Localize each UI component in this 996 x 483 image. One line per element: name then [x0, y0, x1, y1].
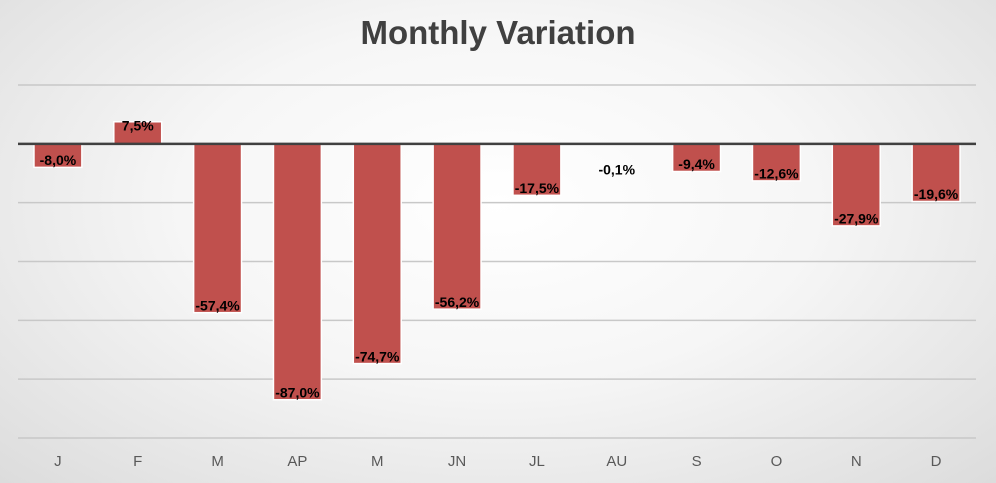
x-tick-label: N: [851, 453, 862, 470]
data-label: -74,7%: [355, 348, 400, 364]
x-tick-label: O: [771, 453, 783, 470]
x-tick-label: JL: [529, 453, 545, 470]
data-label: -12,6%: [754, 166, 799, 182]
x-tick-label: S: [692, 453, 702, 470]
bar-M: [192, 143, 243, 314]
bar-D: [911, 143, 961, 203]
bars: [33, 121, 961, 401]
data-labels: -8,0% 7,5% -57,4% -87,0% -74,7% -56,2% -17,5% -…: [40, 117, 959, 400]
data-label: -57,4%: [195, 297, 240, 313]
chart-title: Monthly Variation: [360, 14, 636, 51]
x-tick-label: AP: [287, 453, 307, 470]
bar-S: [671, 143, 722, 173]
bar-O: [751, 143, 802, 182]
data-label: -0,1%: [598, 162, 635, 178]
bar-M: [352, 143, 402, 365]
data-label: -9,4%: [678, 156, 715, 172]
bar-JN: [432, 143, 482, 310]
gridlines: [18, 84, 976, 439]
data-label: -27,9%: [834, 211, 879, 227]
x-tick-label: JN: [448, 453, 466, 470]
data-label: -19,6%: [914, 186, 959, 202]
data-label: -87,0%: [275, 384, 320, 400]
data-label: -17,5%: [515, 180, 560, 196]
x-tick-label: AU: [606, 453, 627, 470]
x-tick-labels: J F M AP M JN JL AU S O N D: [54, 453, 941, 470]
x-tick-label: D: [931, 453, 942, 470]
bar-JL: [512, 143, 562, 197]
x-tick-label: M: [371, 453, 384, 470]
bar-N: [831, 143, 881, 227]
x-tick-label: F: [133, 453, 142, 470]
data-label: -8,0%: [40, 152, 77, 168]
data-label: 7,5%: [122, 117, 154, 133]
bar-AP: [272, 143, 323, 401]
data-label: -56,2%: [435, 294, 480, 310]
x-tick-label: J: [54, 453, 62, 470]
x-tick-label: M: [211, 453, 224, 470]
